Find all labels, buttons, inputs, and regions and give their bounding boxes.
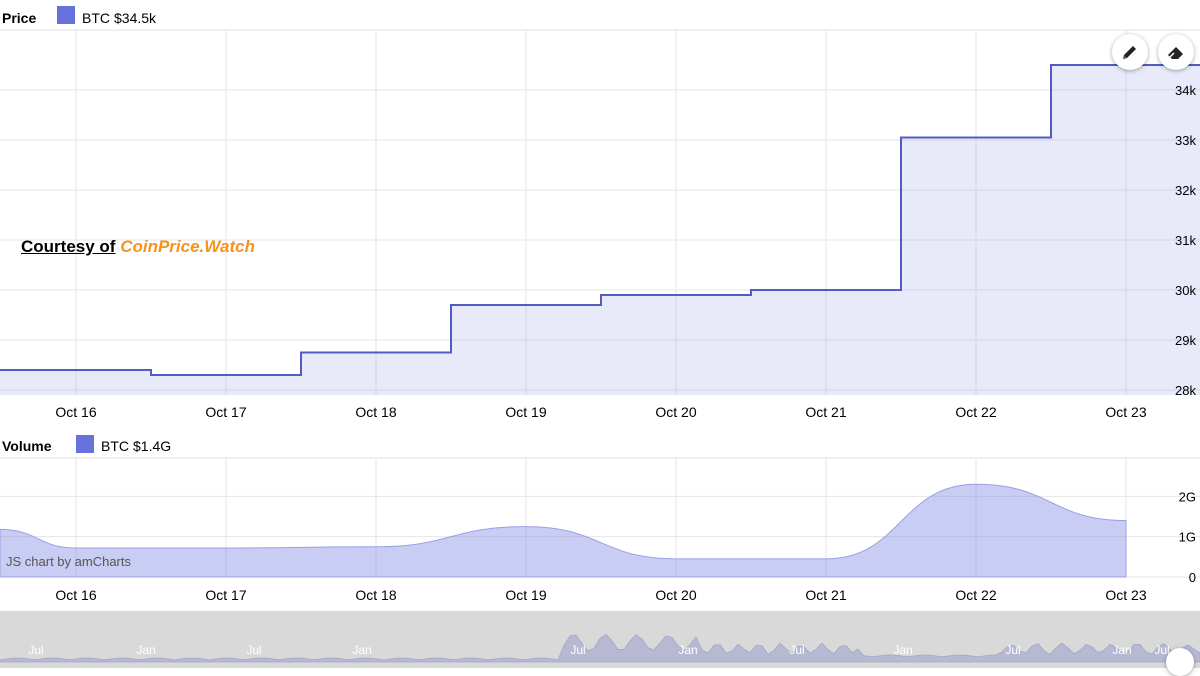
navigator-labels: Jul Jan Jul Jan Jul Jan Jul Jan Jul Jan Jul bbox=[28, 643, 1169, 657]
pencil-icon bbox=[1123, 46, 1136, 59]
price-panel-title: Price bbox=[2, 10, 36, 26]
volume-area bbox=[0, 483, 1127, 578]
navigator-grip-handle[interactable] bbox=[1166, 648, 1194, 676]
price-series-line bbox=[0, 64, 1200, 376]
courtesy-text: Courtesy of CoinPrice.Watch bbox=[21, 237, 255, 257]
price-x-tick-label: Oct 17 bbox=[205, 404, 246, 420]
volume-x-tick-label: Oct 17 bbox=[205, 587, 246, 603]
volume-y-tick-label: 2G bbox=[1179, 489, 1196, 504]
navigator-tick-label: Jan bbox=[1112, 643, 1131, 657]
price-x-axis: Oct 16 Oct 17 Oct 18 Oct 19 Oct 20 Oct 21 Oct … bbox=[55, 404, 1146, 420]
courtesy-prefix: Courtesy of bbox=[21, 237, 116, 256]
price-grid bbox=[0, 29, 1200, 395]
volume-x-tick-label: Oct 23 bbox=[1105, 587, 1146, 603]
navigator-tick-label: Jan bbox=[136, 643, 155, 657]
volume-x-axis: Oct 16 Oct 17 Oct 18 Oct 19 Oct 20 Oct 21 Oct … bbox=[55, 587, 1146, 603]
volume-x-tick-label: Oct 22 bbox=[955, 587, 996, 603]
navigator-tick-label: Jan bbox=[352, 643, 371, 657]
price-x-tick-label: Oct 18 bbox=[355, 404, 396, 420]
draw-button[interactable] bbox=[1112, 34, 1148, 70]
erase-button[interactable] bbox=[1158, 34, 1194, 70]
navigator-tick-label: Jul bbox=[570, 643, 585, 657]
navigator-tick-label: Jul bbox=[246, 643, 261, 657]
navigator-tick-label: Jul bbox=[789, 643, 804, 657]
volume-x-tick-label: Oct 19 bbox=[505, 587, 546, 603]
price-y-tick-label: 30k bbox=[1175, 283, 1196, 298]
price-y-tick-label: 28k bbox=[1175, 383, 1196, 398]
courtesy-brand[interactable]: CoinPrice.Watch bbox=[120, 237, 255, 256]
price-x-tick-label: Oct 21 bbox=[805, 404, 846, 420]
price-legend-marker[interactable] bbox=[57, 6, 75, 24]
navigator-tick-label: Jul bbox=[1005, 643, 1020, 657]
price-x-tick-label: Oct 20 bbox=[655, 404, 696, 420]
price-area bbox=[0, 65, 1200, 395]
price-y-tick-label: 31k bbox=[1175, 233, 1196, 248]
eraser-icon bbox=[1168, 47, 1183, 59]
amcharts-credit[interactable]: JS chart by amCharts bbox=[6, 554, 131, 569]
volume-x-tick-label: Oct 18 bbox=[355, 587, 396, 603]
price-y-axis: 28k 29k 30k 31k 32k 33k 34k bbox=[1175, 83, 1196, 398]
volume-x-tick-label: Oct 21 bbox=[805, 587, 846, 603]
volume-y-tick-label: 0 bbox=[1189, 570, 1196, 585]
price-x-tick-label: Oct 16 bbox=[55, 404, 96, 420]
navigator-area bbox=[0, 633, 1200, 663]
navigator-tick-label: Jan bbox=[678, 643, 697, 657]
volume-x-tick-label: Oct 16 bbox=[55, 587, 96, 603]
price-legend-value: $34.5k bbox=[114, 10, 157, 26]
price-y-tick-label: 29k bbox=[1175, 333, 1196, 348]
price-legend-label[interactable]: BTC bbox=[82, 10, 110, 26]
navigator-tick-label: Jul bbox=[28, 643, 43, 657]
price-x-tick-label: Oct 22 bbox=[955, 404, 996, 420]
volume-x-tick-label: Oct 20 bbox=[655, 587, 696, 603]
navigator-tick-label: Jan bbox=[893, 643, 912, 657]
volume-legend-value: $1.4G bbox=[133, 438, 171, 454]
price-y-tick-label: 32k bbox=[1175, 183, 1196, 198]
volume-y-tick-label: 1G bbox=[1179, 530, 1196, 545]
price-x-tick-label: Oct 19 bbox=[505, 404, 546, 420]
volume-y-axis: 0 1G 2G bbox=[1179, 489, 1196, 585]
price-y-tick-label: 33k bbox=[1175, 133, 1196, 148]
volume-legend-marker[interactable] bbox=[76, 435, 94, 453]
price-x-tick-label: Oct 23 bbox=[1105, 404, 1146, 420]
volume-legend-label[interactable]: BTC bbox=[101, 438, 129, 454]
navigator-tick-label: Jul bbox=[1154, 643, 1169, 657]
price-y-tick-label: 34k bbox=[1175, 83, 1196, 98]
volume-panel-title: Volume bbox=[2, 438, 52, 454]
